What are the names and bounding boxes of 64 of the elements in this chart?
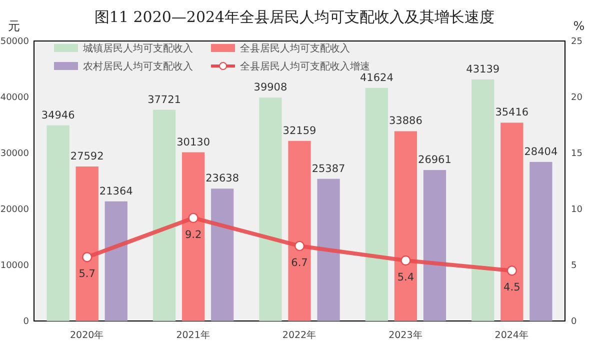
data-label: 9.2	[184, 228, 202, 241]
y-tick-label: 10000	[0, 261, 30, 272]
bar	[104, 201, 128, 321]
x-tick-label: 2020年	[70, 329, 104, 341]
bar	[317, 178, 340, 321]
data-label: 30130	[176, 136, 210, 148]
y-tick-label: 50000	[0, 37, 30, 48]
bar	[211, 188, 234, 321]
bar	[152, 110, 176, 321]
point	[82, 252, 92, 262]
y-axis-title: 元	[8, 19, 20, 33]
y2-tick-label: 20	[571, 93, 583, 104]
data-label: 21364	[99, 185, 134, 198]
y-tick-label: 30000	[0, 149, 30, 160]
data-label: 34946	[41, 109, 76, 122]
bar	[365, 88, 388, 321]
bar	[259, 98, 282, 321]
data-label: 28404	[524, 146, 558, 158]
data-label: 23638	[206, 172, 240, 185]
bar	[46, 125, 70, 321]
data-label: 5.4	[397, 272, 414, 284]
bar	[423, 170, 446, 321]
y2-tick-label: 25	[571, 37, 582, 48]
bar	[394, 131, 418, 321]
x-tick-label: 2021年	[176, 329, 210, 341]
data-label: 39908	[254, 82, 288, 94]
legend-label: 全县居民人均可支配收入增速	[240, 60, 370, 72]
bar	[472, 79, 494, 321]
data-label: 6.7	[291, 256, 308, 269]
point	[294, 240, 305, 252]
y-tick-label: 0	[23, 317, 30, 328]
bar	[288, 140, 311, 321]
bar	[182, 152, 205, 321]
y2-tick-label: 5	[571, 261, 577, 272]
y-tick-label: 40000	[0, 93, 30, 104]
bar	[530, 162, 552, 321]
bar	[500, 122, 524, 321]
data-label: 43139	[466, 63, 500, 76]
data-label: 35416	[495, 106, 529, 119]
y2-tick-label: 15	[571, 149, 582, 160]
x-tick-label: 2022年	[282, 329, 317, 341]
data-label: 25387	[312, 162, 346, 175]
point	[400, 255, 411, 266]
data-label: 5.7	[78, 268, 96, 280]
legend-label: 城镇居民人均可支配收入	[82, 42, 193, 54]
data-label: 26961	[418, 154, 452, 166]
x-tick-label: 2023年	[388, 329, 423, 341]
data-label: 37721	[148, 94, 181, 106]
bar	[76, 166, 98, 321]
data-label: 4.5	[504, 282, 520, 294]
x-tick-label: 2024年	[494, 329, 529, 341]
y2-tick-label: 0	[571, 317, 577, 328]
chart-title: 图11 2020—2024年全县居民人均可支配收入及其增长速度	[94, 8, 495, 26]
data-label: 33886	[388, 115, 423, 128]
data-label: 32159	[282, 124, 316, 137]
data-label: 41624	[360, 72, 394, 84]
point	[506, 266, 517, 276]
legend-label: 农村居民人均可支配收入	[83, 60, 193, 72]
y2-axis-title: %	[573, 19, 585, 33]
y-tick-label: 20000	[0, 205, 30, 216]
point	[188, 212, 198, 224]
legend-label: 全县居民人均可支配收入	[240, 42, 350, 54]
data-label: 27592	[70, 150, 104, 162]
y2-tick-label: 10	[571, 205, 583, 216]
